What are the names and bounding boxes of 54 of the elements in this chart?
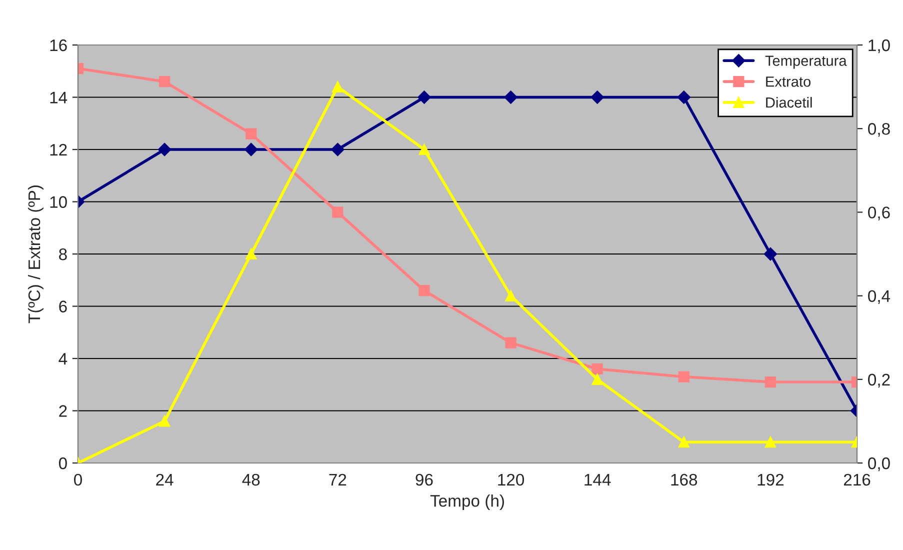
point xyxy=(764,247,778,261)
y-tick-label: 6 xyxy=(59,300,67,312)
point xyxy=(592,363,603,375)
y2-tick-label: 0,8 xyxy=(868,123,890,137)
point xyxy=(505,290,516,302)
x-tick-label: 144 xyxy=(584,474,611,486)
point xyxy=(244,142,258,156)
point xyxy=(505,337,516,348)
y-tick-label: 2 xyxy=(59,405,67,417)
point xyxy=(331,142,344,156)
y2-tick-label: 0,0 xyxy=(868,457,890,472)
x-tick-label: 168 xyxy=(671,474,698,486)
x-tick-label: 192 xyxy=(758,474,784,486)
y-tick-label: 4 xyxy=(58,353,68,365)
y-tick-label: 12 xyxy=(50,144,67,156)
point xyxy=(332,81,344,92)
y2-tick-label: 0,2 xyxy=(868,374,890,388)
point xyxy=(677,90,690,104)
y2-tick-label: 1,0 xyxy=(868,39,890,54)
y-tick-label: 16 xyxy=(50,39,67,52)
point xyxy=(764,376,776,388)
x-tick-label: 96 xyxy=(416,474,433,486)
point xyxy=(590,90,604,104)
x-tick-label: 72 xyxy=(329,474,346,486)
y-axis-title: T(ºC) / Extrato (ºP) xyxy=(28,186,44,324)
legend-label: Temperatura xyxy=(765,56,847,69)
point xyxy=(418,90,431,104)
legend-label: Diacetil xyxy=(766,96,812,108)
point xyxy=(246,128,257,140)
x-axis-title: Tempo (h) xyxy=(430,494,504,510)
x-tick-label: 0 xyxy=(74,474,82,486)
point xyxy=(504,90,518,104)
y-tick-label: 10 xyxy=(50,196,67,208)
x-tick-label: 24 xyxy=(156,474,174,486)
point xyxy=(332,206,344,218)
y2-tick-label: 0,6 xyxy=(868,206,890,220)
point xyxy=(592,374,603,385)
legend-label: Extrato xyxy=(766,76,811,87)
point xyxy=(159,76,170,88)
point xyxy=(678,436,690,448)
point xyxy=(418,144,430,156)
point xyxy=(418,285,430,296)
point xyxy=(764,436,776,448)
y-tick-label: 8 xyxy=(59,248,67,260)
point xyxy=(158,142,172,156)
point xyxy=(246,248,257,260)
point xyxy=(159,416,170,427)
x-tick-label: 48 xyxy=(242,474,260,486)
y-tick-label: 14 xyxy=(50,92,68,104)
point xyxy=(678,371,690,382)
y2-tick-label: 0,4 xyxy=(868,290,890,304)
x-tick-label: 216 xyxy=(844,474,870,486)
y-tick-label: 0 xyxy=(58,457,67,470)
x-tick-label: 120 xyxy=(498,474,524,486)
